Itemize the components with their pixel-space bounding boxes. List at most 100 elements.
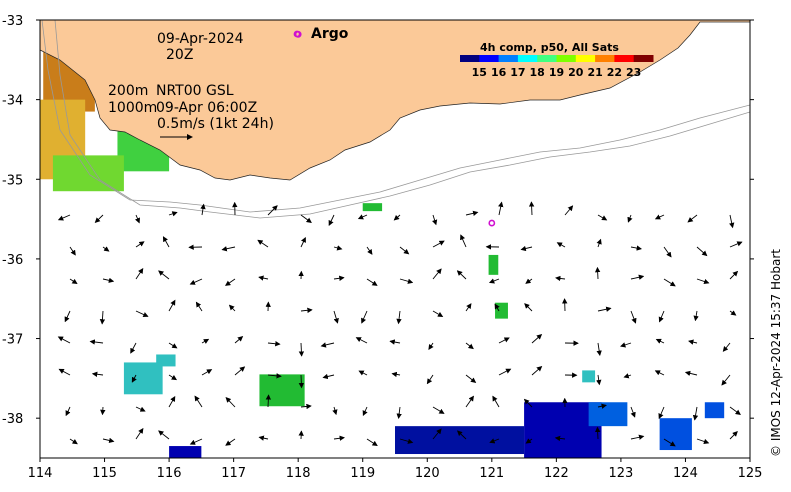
current-vector-121 [556,242,566,248]
colorbar-swatch-8 [614,55,635,62]
current-vector-29 [168,374,178,381]
current-vector-134 [597,403,607,409]
current-vector-117 [531,365,543,376]
current-vector-56 [300,214,312,223]
current-vector-83 [396,310,402,325]
annotation-product-time: 09-Apr 06:00Z [156,100,257,116]
current-vector-86 [396,406,402,419]
current-vector-165 [721,374,731,386]
current-vector-133 [596,374,602,386]
current-vector-1 [69,246,76,256]
annotation-block: 09-Apr-2024 20Z 200m NRT00 GSL 1000m 09-… [108,31,274,140]
current-vector-159 [696,438,710,445]
current-vector-41 [221,246,236,252]
current-vector-103 [456,430,467,440]
argo-marker-1 [488,219,496,227]
current-vector-9 [102,246,110,252]
colorbar-title: 4h comp, p50, All Sats [480,41,619,54]
current-vector-67 [333,310,339,324]
colorbar-swatch-4 [537,55,557,62]
current-vector-153 [696,246,708,257]
current-vector-79 [366,438,378,447]
x-tick-label-8: 122 [544,466,569,481]
current-vector-150 [658,406,665,420]
sst-patch-10 [362,203,383,212]
argo-legend-label: Argo [311,26,349,42]
current-vector-78 [362,406,368,417]
current-vector-145 [663,246,672,258]
annotation-depth-200: 200m [108,83,148,99]
current-vector-132 [596,342,602,357]
sst-patch-8 [156,354,176,367]
current-vector-71 [333,435,345,441]
current-vector-4 [57,336,71,344]
sst-patch-16 [169,446,202,458]
colorbar-swatch-7 [595,55,615,62]
current-vector-35 [195,301,203,312]
current-vector-16 [134,214,140,224]
current-vector-108 [498,337,510,344]
x-tick-label-9: 123 [608,466,633,481]
current-vector-75 [361,310,368,324]
current-vector-131 [597,306,612,312]
colorbar: 4h comp, p50, All Sats 15 16 17 18 19 20 21 22 2… [460,41,654,79]
current-vector-69 [322,373,335,380]
current-vector-156 [688,339,698,345]
current-vector-64 [328,214,335,226]
colorbar-tick-2: 17 [510,66,525,79]
current-vector-74 [366,278,378,286]
current-vector-104 [498,201,504,216]
current-vector-149 [654,370,665,376]
current-vector-87 [399,438,414,444]
current-vector-155 [693,310,699,322]
sst-patch-14 [588,402,628,427]
colorbar-tick-5: 20 [568,66,584,79]
current-vector-138 [630,274,645,280]
y-tick-label-2: -35 [2,173,23,188]
current-vector-152 [687,214,698,223]
current-vector-119 [525,438,533,444]
current-vector-10 [102,277,115,283]
current-vector-27 [168,299,176,312]
current-vectors [57,201,743,447]
annotation-depth-1000: 1000m [108,100,157,116]
current-vector-68 [320,342,335,348]
x-tick-label-5: 119 [350,466,375,481]
current-vector-122 [555,275,566,282]
sst-patch-15 [704,402,725,419]
current-vector-65 [333,245,343,251]
current-vector-39 [189,438,203,445]
colorbar-tick-4: 19 [549,66,564,79]
current-vector-140 [620,342,632,348]
current-vector-144 [654,214,665,220]
y-tick-label-3: -36 [2,253,23,268]
current-vector-113 [520,245,533,252]
current-vector-22 [135,406,146,412]
colorbar-tick-1: 16 [491,66,507,79]
current-vector-59 [300,307,313,314]
current-vector-90 [432,268,442,280]
current-vector-24 [168,211,178,217]
sst-patch-7 [123,362,163,395]
sst-patch-5 [495,302,508,319]
current-vector-38 [194,395,203,408]
colorbar-swatch-3 [517,55,538,62]
current-vector-97 [460,234,467,248]
current-vector-0 [57,214,71,221]
current-vector-127 [554,435,566,442]
current-vector-20 [130,342,137,354]
argo-legend: Argo [293,26,349,42]
current-vector-3 [64,310,71,323]
current-vector-70 [332,406,338,416]
current-vector-30 [168,396,176,408]
current-vector-19 [135,310,149,317]
x-tick-label-3: 117 [221,466,246,481]
sst-patch-9 [582,370,596,383]
current-vector-93 [426,374,434,385]
current-vector-130 [594,266,601,280]
y-tick-label-1: -34 [2,94,23,109]
current-vector-94 [432,406,445,414]
current-vector-44 [234,336,244,344]
current-vector-164 [722,342,731,352]
current-vector-53 [267,373,282,379]
